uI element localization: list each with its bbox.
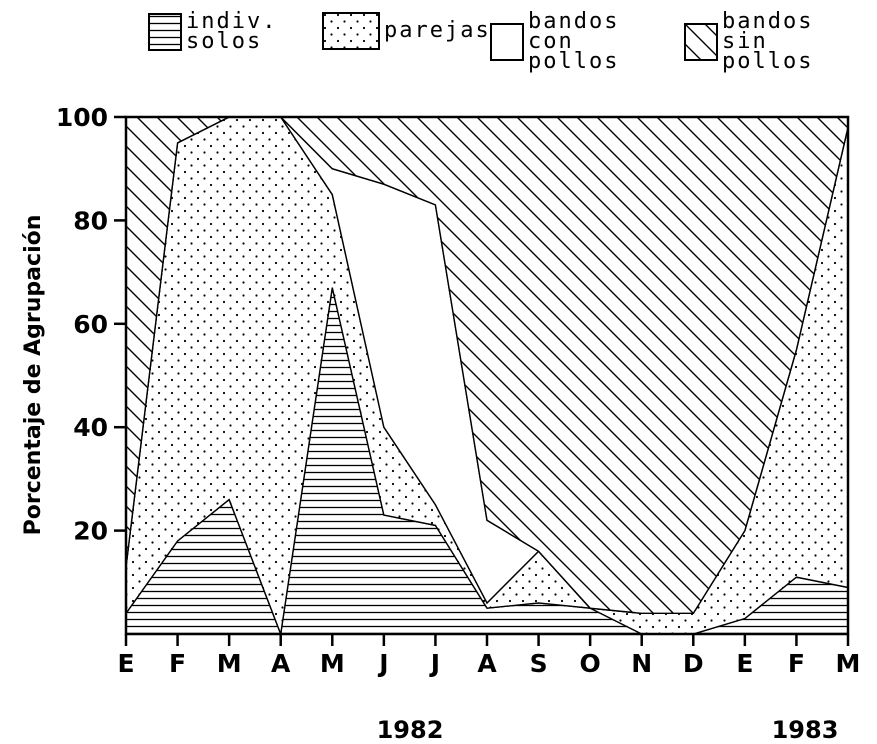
- legend-item: bandos con pollos: [490, 9, 668, 74]
- x-tick-label: M: [836, 649, 861, 678]
- y-axis-label: Porcentaje de Agrupación: [21, 215, 46, 536]
- legend-item: indiv. solos: [148, 9, 296, 54]
- x-tick-label: A: [477, 649, 497, 678]
- y-tick-label: 60: [73, 310, 108, 339]
- legend-swatch: [322, 12, 380, 50]
- y-tick-label: 80: [73, 206, 108, 235]
- y-tick-label: 100: [56, 103, 108, 132]
- legend-swatch: [684, 23, 718, 61]
- x-tick-label: O: [580, 649, 601, 678]
- x-tick-label: N: [631, 649, 652, 678]
- x-tick-label: J: [429, 649, 440, 678]
- legend-swatch: [490, 23, 524, 61]
- year-label: 1983: [772, 716, 839, 744]
- legend-item: bandos sin pollos: [684, 9, 862, 74]
- x-tick-label: E: [117, 649, 134, 678]
- legend-label: indiv. solos: [186, 9, 278, 54]
- y-tick-label: 40: [73, 413, 108, 442]
- x-tick-label: J: [377, 649, 388, 678]
- x-tick-label: F: [788, 649, 805, 678]
- x-tick-label: M: [320, 649, 345, 678]
- legend-label: bandos sin pollos: [722, 9, 814, 74]
- legend-swatch: [148, 13, 182, 51]
- legend-item: parejas: [322, 12, 494, 50]
- legend-label: parejas: [384, 18, 491, 43]
- x-tick-label: M: [217, 649, 242, 678]
- x-tick-label: S: [530, 649, 548, 678]
- x-tick-label: A: [271, 649, 291, 678]
- x-tick-label: D: [683, 649, 704, 678]
- x-tick-label: E: [736, 649, 753, 678]
- year-label: 1982: [377, 716, 444, 744]
- y-tick-label: 20: [73, 517, 108, 546]
- x-tick-label: F: [169, 649, 186, 678]
- legend-label: bandos con pollos: [528, 9, 620, 74]
